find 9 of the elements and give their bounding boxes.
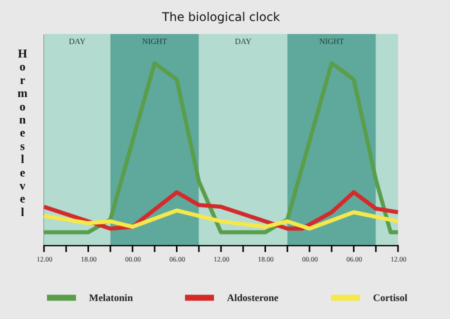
band-label: NIGHT: [142, 37, 168, 46]
band-label: NIGHT: [319, 37, 344, 46]
legend-label: Cortisol: [373, 292, 408, 304]
band-label: DAY: [234, 37, 252, 46]
legend-label: Aldosterone: [227, 292, 280, 304]
legend-label: Melatonin: [89, 292, 134, 304]
band-label: DAY: [68, 37, 86, 46]
text: Hormones level: [18, 46, 28, 219]
chart-title: The biological clock: [161, 10, 280, 24]
